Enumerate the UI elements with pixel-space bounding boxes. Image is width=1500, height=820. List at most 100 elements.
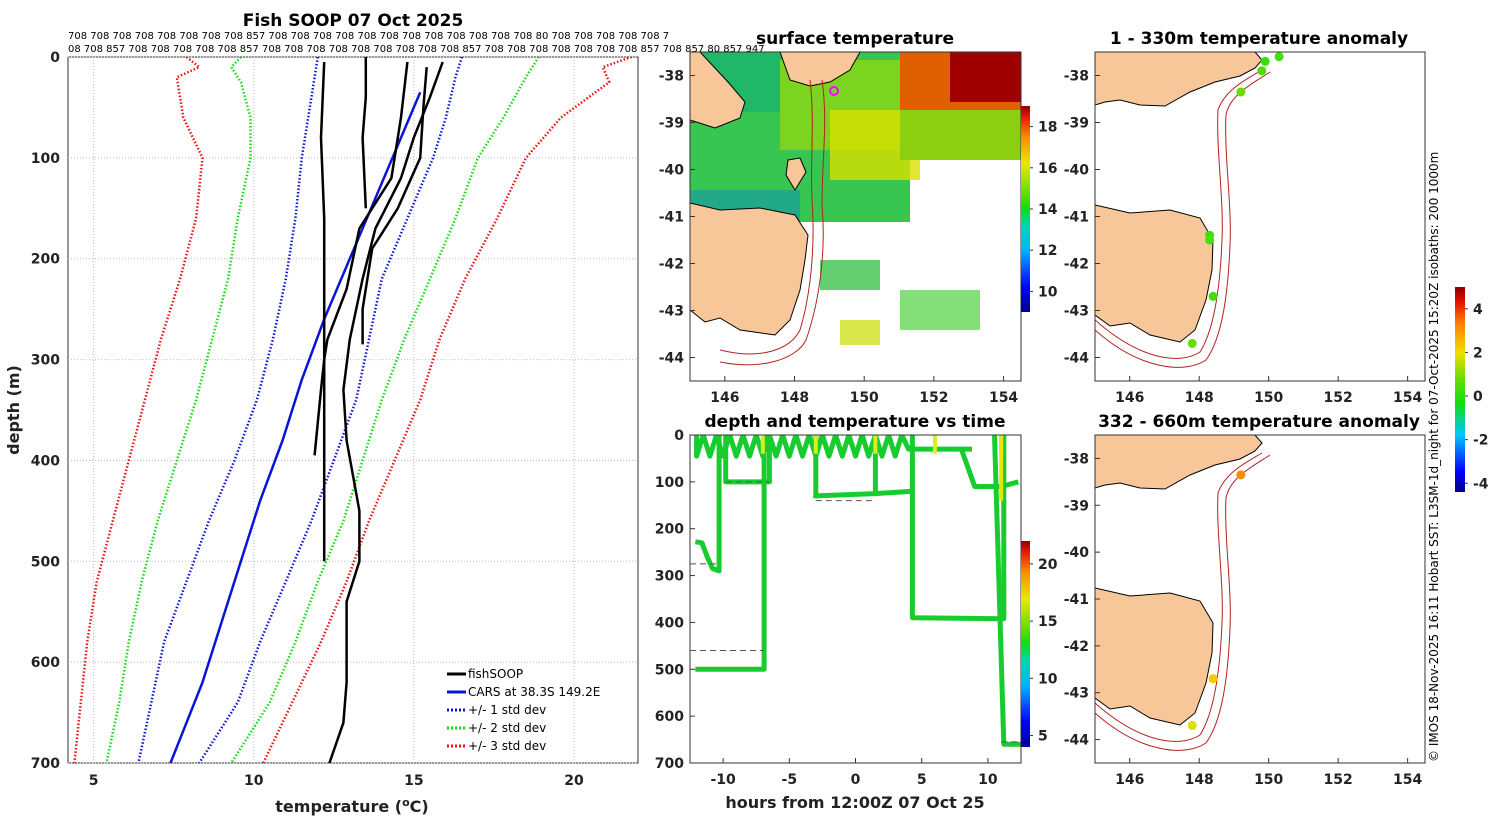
anom-upper-title: 1 - 330m temperature anomaly <box>1110 29 1408 49</box>
time-colorbar-ticks: 20 15 10 5 <box>1030 557 1058 745</box>
profile-fishsoop-2 <box>313 61 409 456</box>
time-warm-mark-3 <box>932 435 937 454</box>
time-ytick-200: 200 <box>655 522 684 538</box>
anomaly-colorbar-ticks: 4 2 0 -2 -4 <box>1465 302 1489 492</box>
anom-upper-ytick--41: -41 <box>1064 210 1089 226</box>
profile-top-ids-row1: 708 708 708 708 708 708 708 708 857 708 … <box>68 31 669 42</box>
sst-field <box>690 52 1021 366</box>
time-track-seg-2 <box>695 435 767 672</box>
sst-cb-tick-14: 14 <box>1038 202 1058 218</box>
sst-land-flinders <box>785 157 807 191</box>
sst-ytick--38: -38 <box>659 69 684 85</box>
anomaly-cb-tick-2: 2 <box>1473 345 1483 361</box>
time-track-seg-4 <box>813 435 878 499</box>
anom-lower-ytick--42: -42 <box>1064 639 1089 655</box>
time-track-seg-8 <box>959 448 1020 489</box>
sst-ytick--41: -41 <box>659 210 684 226</box>
profile-ytick-500: 500 <box>31 554 60 570</box>
time-xtick-0: 0 <box>851 772 861 788</box>
anom-upper-xtick-148: 148 <box>1185 390 1214 406</box>
anomaly-cb-tick-4: 4 <box>1473 302 1483 318</box>
sst-land-tasmania <box>690 202 809 336</box>
profile-std3-right <box>262 57 633 763</box>
anom-upper-point-1 <box>1260 56 1270 66</box>
anom-upper-map <box>1095 52 1425 381</box>
anom-upper-point-2 <box>1257 66 1267 76</box>
sst-vessel-marker <box>829 86 839 96</box>
time-ytick-500: 500 <box>655 662 684 678</box>
anom-lower-xtick-154: 154 <box>1393 772 1422 788</box>
profile-legend: fishSOOP CARS at 38.3S 149.2E +/- 1 std … <box>447 667 600 753</box>
time-warm-surface-cast <box>999 435 1004 501</box>
sst-xtick-148: 148 <box>780 390 809 406</box>
anom-lower-point-0 <box>1236 470 1246 480</box>
anom-lower-panel: 332 - 660m temperature anomaly 146 148 150… <box>1064 412 1426 788</box>
anom-upper-isobath-1000 <box>1095 71 1271 368</box>
time-xlabel: hours from 12:00Z 07 Oct 25 <box>725 793 984 812</box>
sst-cb-tick-10: 10 <box>1038 284 1058 300</box>
sst-ytick--40: -40 <box>659 163 685 179</box>
sst-patch-1 <box>820 260 880 290</box>
sst-panel: surface temperature 146 148 150 152 154 -38 -3… <box>659 29 1058 406</box>
anom-upper-ticks: 146 148 150 152 154 -38 -39 -40 -41 -42 -43 -44 <box>1064 69 1423 407</box>
profile-ytick-200: 200 <box>31 252 60 268</box>
anom-upper-point-0 <box>1274 52 1284 62</box>
legend-fishsoop: fishSOOP <box>468 667 523 681</box>
anom-lower-ytick--39: -39 <box>1064 498 1089 514</box>
anom-upper-isobath-200 <box>1095 69 1263 359</box>
time-ytick-100: 100 <box>655 475 684 491</box>
profile-xtick-15: 15 <box>404 773 423 789</box>
anom-lower-ytick--38: -38 <box>1064 451 1089 467</box>
anom-lower-ytick--44: -44 <box>1064 733 1090 749</box>
sst-patch-2 <box>900 290 980 330</box>
time-panel: depth and temperature vs time -10 -5 0 5 100… <box>655 412 1058 812</box>
anom-upper-ytick--39: -39 <box>1064 116 1089 132</box>
anom-upper-panel: 1 - 330m temperature anomaly 146 148 150 15… <box>1064 29 1426 407</box>
time-ytick-400: 400 <box>655 615 684 631</box>
sst-ytick--43: -43 <box>659 304 684 320</box>
anom-lower-xtick-148: 148 <box>1185 772 1214 788</box>
profile-ytick-700: 700 <box>31 756 60 772</box>
anomaly-cb-tick-0: 0 <box>1473 389 1483 405</box>
time-track-seg-6 <box>909 435 1007 622</box>
profile-ytick-600: 600 <box>31 655 60 671</box>
profile-xtick-10: 10 <box>244 773 264 789</box>
legend-std2: +/- 2 std dev <box>468 721 546 735</box>
anomaly-cb-tick--2: -2 <box>1473 433 1489 449</box>
footer-credit: © IMOS 18-Nov-2025 16:11 Hobart SST: L3S… <box>1427 152 1441 762</box>
anom-lower-ytick--43: -43 <box>1064 686 1089 702</box>
sst-xtick-152: 152 <box>919 390 948 406</box>
sst-cb-tick-12: 12 <box>1038 243 1057 259</box>
sst-colorbar <box>1021 106 1030 312</box>
sst-colorbar-ticks: 18 16 14 12 10 <box>1030 120 1058 300</box>
sst-isobath-1000 <box>719 79 826 366</box>
profile-std2-right <box>230 57 540 763</box>
anom-upper-ytick--40: -40 <box>1064 163 1090 179</box>
anom-upper-xtick-146: 146 <box>1115 390 1144 406</box>
profile-xtick-20: 20 <box>564 773 584 789</box>
anom-lower-ytick--40: -40 <box>1064 545 1090 561</box>
anom-upper-point-3 <box>1236 87 1246 97</box>
anom-lower-title: 332 - 660m temperature anomaly <box>1098 412 1420 432</box>
time-xtick--5: -5 <box>782 772 798 788</box>
profile-fishsoop-3 <box>319 61 326 562</box>
time-xtick-10: 10 <box>978 772 998 788</box>
sst-red-ne <box>950 52 1021 102</box>
anom-lower-ytick--41: -41 <box>1064 592 1089 608</box>
profile-axes <box>67 56 639 764</box>
anom-upper-ytick--44: -44 <box>1064 351 1090 367</box>
profile-ylabel: depth (m) <box>4 365 23 455</box>
anom-lower-land-tasmania <box>1095 587 1214 726</box>
anom-lower-isobath-200 <box>1095 452 1263 742</box>
time-warm-mark-0 <box>760 435 765 454</box>
anom-lower-point-1 <box>1208 674 1218 684</box>
profile-lines <box>73 57 633 763</box>
profile-ytick-300: 300 <box>31 353 60 369</box>
profile-ytick-400: 400 <box>31 453 60 469</box>
profile-title: Fish SOOP 07 Oct 2025 <box>243 11 464 31</box>
profile-xtick-5: 5 <box>89 773 99 789</box>
sst-xtick-154: 154 <box>989 390 1018 406</box>
time-cb-tick-20: 20 <box>1038 557 1058 573</box>
time-ytick-300: 300 <box>655 569 684 585</box>
